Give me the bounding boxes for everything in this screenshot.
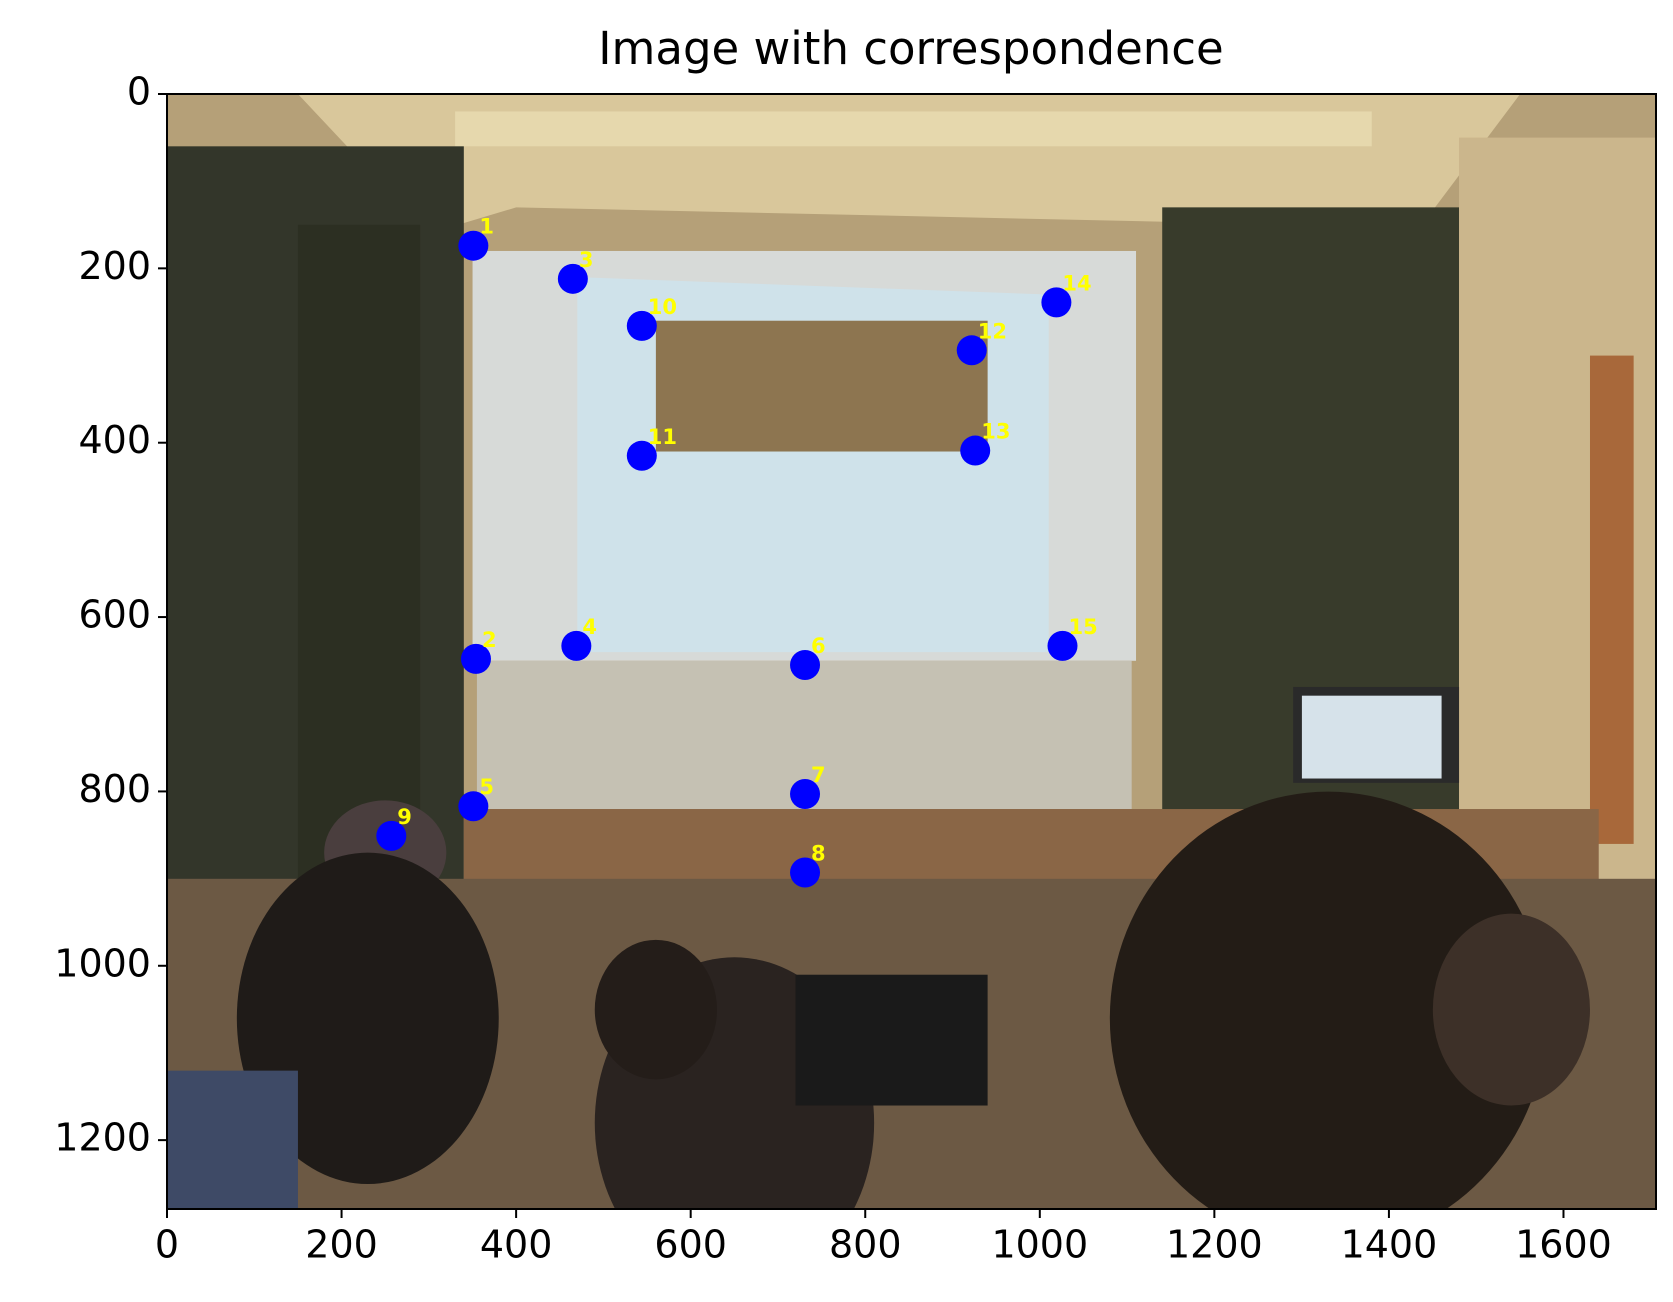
- point-label: 4: [582, 615, 597, 639]
- x-tick-label: 1000: [991, 1223, 1088, 1267]
- point: [790, 857, 821, 888]
- point-label: 9: [397, 805, 412, 829]
- y-tick-label: 800: [78, 767, 151, 811]
- point-label: 14: [1062, 271, 1091, 295]
- point-label: 7: [811, 763, 826, 787]
- point: [956, 335, 987, 366]
- point-label: 1: [479, 215, 494, 239]
- point: [626, 310, 657, 341]
- point-label: 8: [811, 841, 826, 865]
- point-label: 10: [648, 295, 677, 319]
- point: [458, 791, 489, 822]
- x-tick-label: 1400: [1341, 1223, 1438, 1267]
- x-tick-label: 0: [155, 1223, 179, 1267]
- point-label: 13: [981, 420, 1010, 444]
- point: [1047, 630, 1078, 661]
- y-tick-label: 1200: [54, 1116, 151, 1160]
- point: [557, 263, 588, 294]
- point: [1041, 287, 1072, 318]
- x-tick-label: 600: [654, 1223, 727, 1267]
- point: [960, 435, 991, 466]
- background-photo: [167, 94, 1656, 1209]
- x-tick-label: 800: [829, 1223, 902, 1267]
- y-tick-label: 0: [127, 70, 151, 114]
- point: [460, 643, 491, 674]
- point: [790, 650, 821, 681]
- y-tick-label: 1000: [54, 941, 151, 985]
- x-tick-label: 400: [480, 1223, 553, 1267]
- point: [458, 230, 489, 261]
- y-tick-label: 400: [78, 418, 151, 462]
- axes-frame: [166, 93, 1657, 1210]
- x-tick-label: 1200: [1166, 1223, 1263, 1267]
- x-tick-label: 1600: [1515, 1223, 1612, 1267]
- point: [790, 779, 821, 810]
- y-tick-label: 200: [78, 244, 151, 288]
- point: [626, 440, 657, 471]
- point: [561, 630, 592, 661]
- point-label: 12: [978, 319, 1007, 343]
- y-tick-label: 600: [78, 593, 151, 637]
- chart-title: Image with correspondence: [598, 22, 1223, 75]
- point-label: 15: [1068, 615, 1097, 639]
- point-label: 11: [648, 425, 677, 449]
- point-label: 6: [811, 634, 826, 658]
- point-label: 3: [579, 248, 594, 272]
- point-label: 5: [479, 775, 494, 799]
- point: [376, 820, 407, 851]
- x-tick-label: 200: [305, 1223, 378, 1267]
- point-label: 2: [482, 628, 497, 652]
